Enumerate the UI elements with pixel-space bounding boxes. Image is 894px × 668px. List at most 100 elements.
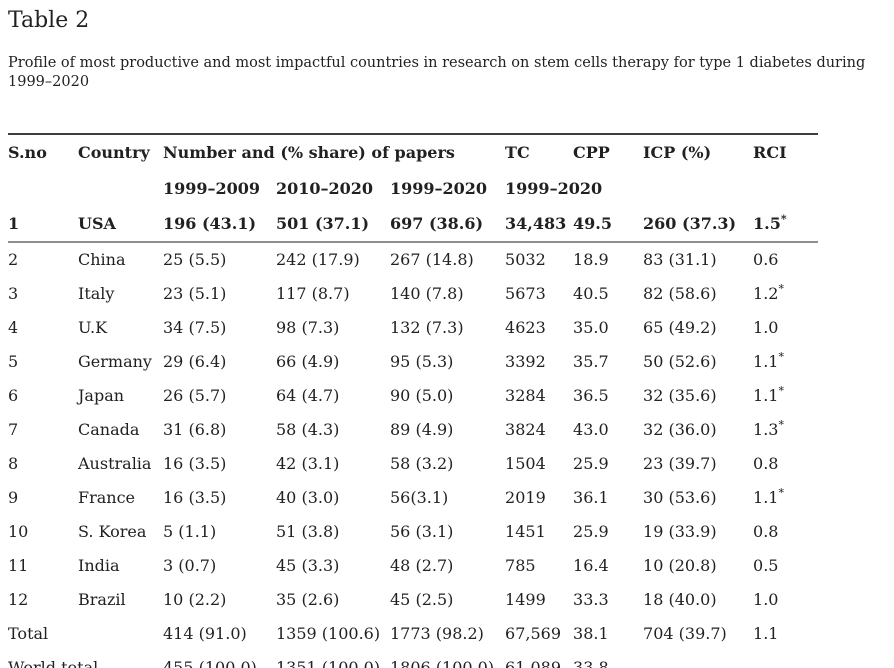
cell-rci: 0.6 bbox=[753, 250, 779, 269]
col-sno: S.no bbox=[8, 143, 47, 162]
cell-country: Canada bbox=[78, 420, 140, 439]
cell-icp: 23 (39.7) bbox=[643, 454, 717, 473]
summary-row: World total 455 (100.0) 1351 (100.0) 1806 (… bbox=[8, 651, 818, 668]
cell-p2: 1351 (100.0) bbox=[276, 658, 381, 668]
cell-p2: 42 (3.1) bbox=[276, 454, 340, 473]
cell-country: Brazil bbox=[78, 590, 126, 609]
significance-asterisk: * bbox=[780, 212, 787, 226]
cell-icp: 82 (58.6) bbox=[643, 284, 717, 303]
cell-icp: 65 (49.2) bbox=[643, 318, 717, 337]
significance-asterisk: * bbox=[778, 282, 784, 296]
significance-asterisk: * bbox=[778, 384, 784, 398]
cell-cpp: 16.4 bbox=[573, 556, 609, 575]
cell-p1: 25 (5.5) bbox=[163, 250, 227, 269]
cell-tc: 785 bbox=[505, 556, 536, 575]
cell-icp: 50 (52.6) bbox=[643, 352, 717, 371]
col-period-1: 1999–2009 bbox=[163, 179, 261, 198]
cell-rci: 1.1* bbox=[753, 384, 784, 405]
table-row: 6 Japan 26 (5.7) 64 (4.7) 90 (5.0) 3284 36.5 32… bbox=[8, 379, 818, 413]
cell-cpp: 33.3 bbox=[573, 590, 609, 609]
cell-icp: 704 (39.7) bbox=[643, 624, 727, 643]
cell-icp: 10 (20.8) bbox=[643, 556, 717, 575]
cell-cpp: 18.9 bbox=[573, 250, 609, 269]
table-row: 10 S. Korea 5 (1.1) 51 (3.8) 56 (3.1) 1451 25.… bbox=[8, 515, 818, 549]
col-cpp: CPP bbox=[573, 143, 610, 162]
table-row: 11 India 3 (0.7) 45 (3.3) 48 (2.7) 785 16.4 10 … bbox=[8, 549, 818, 583]
cell-p1: 29 (6.4) bbox=[163, 352, 227, 371]
cell-p1: 34 (7.5) bbox=[163, 318, 227, 337]
cell-p1: 196 (43.1) bbox=[163, 207, 276, 243]
table-row: 8 Australia 16 (3.5) 42 (3.1) 58 (3.2) 1504 25… bbox=[8, 447, 818, 481]
cell-p3: 56 (3.1) bbox=[390, 522, 454, 541]
cell-p2: 242 (17.9) bbox=[276, 250, 360, 269]
significance-asterisk: * bbox=[778, 418, 784, 432]
table-title: Table 2 bbox=[8, 8, 90, 33]
cell-sno: 11 bbox=[8, 556, 29, 575]
cell-icp: 32 (35.6) bbox=[643, 386, 717, 405]
cell-sno: 8 bbox=[8, 454, 19, 473]
table-row: 4 U.K 34 (7.5) 98 (7.3) 132 (7.3) 4623 35.0 65 … bbox=[8, 311, 818, 345]
table-row: 1 USA 196 (43.1) 501 (37.1) 697 (38.6) 34,483… bbox=[8, 207, 819, 243]
col-period-3: 1999–2020 bbox=[390, 179, 488, 198]
cell-cpp: 25.9 bbox=[573, 522, 609, 541]
cell-p3: 132 (7.3) bbox=[390, 318, 464, 337]
cell-p1: 5 (1.1) bbox=[163, 522, 217, 541]
cell-country: India bbox=[78, 556, 120, 575]
cell-p3: 697 (38.6) bbox=[390, 207, 506, 243]
cell-p3: 56(3.1) bbox=[390, 488, 449, 507]
cell-tc: 5673 bbox=[505, 284, 546, 303]
col-empty bbox=[8, 171, 78, 207]
header-row-2: 1999–2009 2010–2020 1999–2020 1999–2020 bbox=[8, 171, 818, 207]
col-empty bbox=[643, 171, 753, 207]
cell-country: France bbox=[78, 488, 136, 507]
cell-tc: 3392 bbox=[505, 352, 546, 371]
cell-p1: 23 (5.1) bbox=[163, 284, 227, 303]
cell-tc: 2019 bbox=[505, 488, 546, 507]
table-body: 1 USA 196 (43.1) 501 (37.1) 697 (38.6) 34,483… bbox=[8, 207, 819, 668]
table-header: S.no Country Number and (% share) of pap… bbox=[8, 134, 818, 207]
cell-p2: 35 (2.6) bbox=[276, 590, 340, 609]
cell-cpp: 25.9 bbox=[573, 454, 609, 473]
cell-p3: 140 (7.8) bbox=[390, 284, 464, 303]
cell-sno: 6 bbox=[8, 386, 19, 405]
col-empty bbox=[78, 171, 163, 207]
cell-tc: 4623 bbox=[505, 318, 546, 337]
cell-sno: 5 bbox=[8, 352, 19, 371]
cell-p2: 117 (8.7) bbox=[276, 284, 350, 303]
col-period-tc-cpp: 1999–2020 bbox=[505, 179, 603, 198]
cell-sno: 3 bbox=[8, 284, 19, 303]
cell-sno: 7 bbox=[8, 420, 19, 439]
cell-country: Japan bbox=[78, 386, 125, 405]
cell-icp: 83 (31.1) bbox=[643, 250, 717, 269]
table-row: 2 China 25 (5.5) 242 (17.9) 267 (14.8) 5032 18… bbox=[8, 242, 818, 277]
cell-tc: 61,089 bbox=[505, 658, 562, 668]
countries-table: S.no Country Number and (% share) of pap… bbox=[8, 133, 819, 668]
col-empty bbox=[753, 171, 818, 207]
cell-sno: 4 bbox=[8, 318, 19, 337]
cell-icp: 260 (37.3) bbox=[643, 207, 754, 243]
col-country: Country bbox=[78, 143, 150, 162]
cell-p1: 10 (2.2) bbox=[163, 590, 227, 609]
cell-rci: 1.3* bbox=[753, 418, 784, 439]
cell-label: Total bbox=[8, 624, 49, 643]
table-row: 9 France 16 (3.5) 40 (3.0) 56(3.1) 2019 36.1 30… bbox=[8, 481, 818, 515]
cell-p2: 501 (37.1) bbox=[276, 207, 390, 243]
header-row-1: S.no Country Number and (% share) of pap… bbox=[8, 134, 818, 171]
col-period-2: 2010–2020 bbox=[276, 179, 374, 198]
cell-p3: 58 (3.2) bbox=[390, 454, 454, 473]
cell-label: World total bbox=[8, 658, 99, 668]
cell-p3: 1806 (100.0) bbox=[390, 658, 495, 668]
cell-tc: 5032 bbox=[505, 250, 546, 269]
summary-row: Total 414 (91.0) 1359 (100.6) 1773 (98.2) 67… bbox=[8, 617, 818, 651]
table-row: 12 Brazil 10 (2.2) 35 (2.6) 45 (2.5) 1499 33.3… bbox=[8, 583, 818, 617]
cell-rci: 1.1 bbox=[753, 624, 779, 643]
cell-country: U.K bbox=[78, 318, 108, 337]
cell-p3: 267 (14.8) bbox=[390, 250, 474, 269]
cell-p1: 26 (5.7) bbox=[163, 386, 227, 405]
cell-tc: 67,569 bbox=[505, 624, 562, 643]
cell-rci: 1.1* bbox=[753, 486, 784, 507]
cell-p2: 45 (3.3) bbox=[276, 556, 340, 575]
cell-p2: 40 (3.0) bbox=[276, 488, 340, 507]
significance-asterisk: * bbox=[778, 350, 784, 364]
